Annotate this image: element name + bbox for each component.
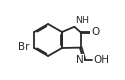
Text: Br: Br [18, 42, 30, 52]
Text: N: N [76, 55, 84, 65]
Text: NH: NH [75, 16, 89, 25]
Text: OH: OH [93, 55, 109, 65]
Text: O: O [91, 27, 99, 37]
